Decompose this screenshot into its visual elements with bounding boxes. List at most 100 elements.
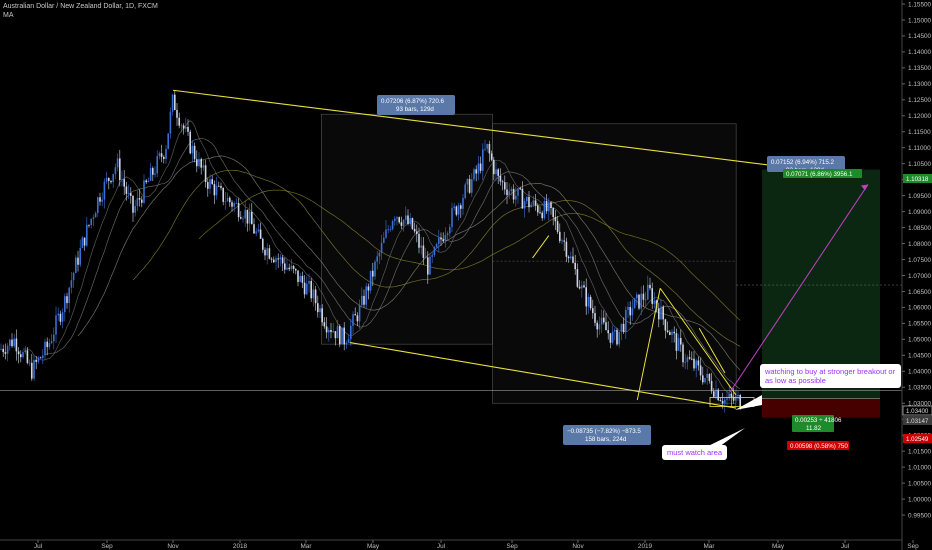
candle-body <box>435 243 438 248</box>
candle-body <box>614 329 616 332</box>
candle-body <box>354 314 356 316</box>
candle-body <box>57 313 59 316</box>
candle-body <box>512 188 515 200</box>
candle-body <box>471 179 473 193</box>
candle-body <box>649 284 651 289</box>
candle-body <box>719 400 722 401</box>
candle-body <box>204 165 207 183</box>
candle-body <box>220 186 222 188</box>
candle-body <box>123 179 125 187</box>
candle-body <box>9 339 11 346</box>
candle-body <box>39 357 42 359</box>
candle-body <box>407 215 409 224</box>
candle-body <box>64 296 66 313</box>
y-tick-label: 1.03000 <box>908 401 932 408</box>
candle-body <box>46 341 48 348</box>
candle-body <box>697 360 700 366</box>
candle-body <box>233 203 235 207</box>
moving-average-line <box>198 189 741 321</box>
candle-body <box>237 202 240 218</box>
candle-body <box>75 257 77 273</box>
trendlines <box>172 89 823 452</box>
x-tick-label: Sep <box>101 543 113 550</box>
candle-body <box>383 237 385 243</box>
candle-body <box>112 173 114 183</box>
must-watch-note[interactable]: must watch area <box>662 445 728 460</box>
candle-body <box>187 126 189 132</box>
candle-body <box>240 217 242 219</box>
moving-average-line <box>44 137 741 390</box>
candle-body <box>242 218 244 220</box>
candle-body <box>15 338 18 352</box>
y-tick-label: 1.09500 <box>908 193 932 200</box>
candle-body <box>72 272 75 281</box>
candle-body <box>176 109 178 118</box>
pattern-line <box>659 287 737 396</box>
candle-body <box>83 237 86 246</box>
candle-body <box>616 329 618 345</box>
candle-body <box>11 339 13 347</box>
candle-body <box>554 216 557 222</box>
candle-body <box>361 295 363 306</box>
candle-body <box>702 375 704 383</box>
watch-buy-note[interactable]: watching to buy at stronger breakout or … <box>760 364 901 388</box>
pattern-line <box>698 327 726 374</box>
candle-body <box>262 238 264 250</box>
pattern-line <box>532 235 550 259</box>
candle-body <box>642 293 645 300</box>
candle-body <box>345 342 348 345</box>
ratio-line2: 11.82 <box>806 425 822 432</box>
candle-body <box>411 218 414 229</box>
candle-body <box>583 285 585 288</box>
right-measure-line1: 0.07152 (6.94%) 715.2 <box>771 159 835 166</box>
candle-body <box>4 352 7 354</box>
candle-body <box>213 184 216 196</box>
candle-body <box>35 359 37 362</box>
candle-body <box>739 394 741 409</box>
candle-body <box>457 205 460 215</box>
candle-body <box>539 212 541 214</box>
candle-body <box>48 342 51 348</box>
candle-body <box>405 215 407 220</box>
candle-body <box>495 169 497 175</box>
candle-body <box>182 125 185 129</box>
candle-body <box>479 163 482 171</box>
candle-body <box>55 315 57 335</box>
candle-body <box>680 338 682 345</box>
y-tick-label: 1.12000 <box>908 113 932 120</box>
candle-body <box>125 186 128 194</box>
candle-body <box>618 331 620 345</box>
y-tick-label: 1.08500 <box>908 225 932 232</box>
candle-body <box>506 189 508 196</box>
candle-body <box>460 205 462 209</box>
candle-body <box>2 348 4 353</box>
candle-body <box>171 94 174 112</box>
candle-body <box>145 180 147 183</box>
candle-body <box>541 212 543 219</box>
candle-body <box>251 211 253 225</box>
candle-body <box>270 258 273 260</box>
candle-body <box>462 197 464 209</box>
candle-body <box>266 248 268 256</box>
candle-body <box>169 111 172 134</box>
y-tick-label: 1.04000 <box>908 369 932 376</box>
candle-body <box>572 256 574 263</box>
y-tick-label: 0.99500 <box>908 512 932 519</box>
long-position-tool[interactable] <box>0 169 902 418</box>
candle-body <box>314 289 317 304</box>
candle-body <box>222 187 224 202</box>
candle-body <box>127 193 130 195</box>
candle-body <box>713 391 715 397</box>
ratio-label: 0.00253 ÷ 41806 11.82 <box>792 415 842 432</box>
candle-body <box>336 326 339 339</box>
candle-body <box>165 148 167 159</box>
candle-body <box>444 235 447 242</box>
y-tick-label: 1.13000 <box>908 81 932 88</box>
candle-body <box>574 262 576 270</box>
candle-body <box>24 350 26 353</box>
candle-body <box>427 257 429 275</box>
candle-body <box>484 148 486 150</box>
candle-body <box>26 350 29 363</box>
candle-body <box>653 300 656 304</box>
